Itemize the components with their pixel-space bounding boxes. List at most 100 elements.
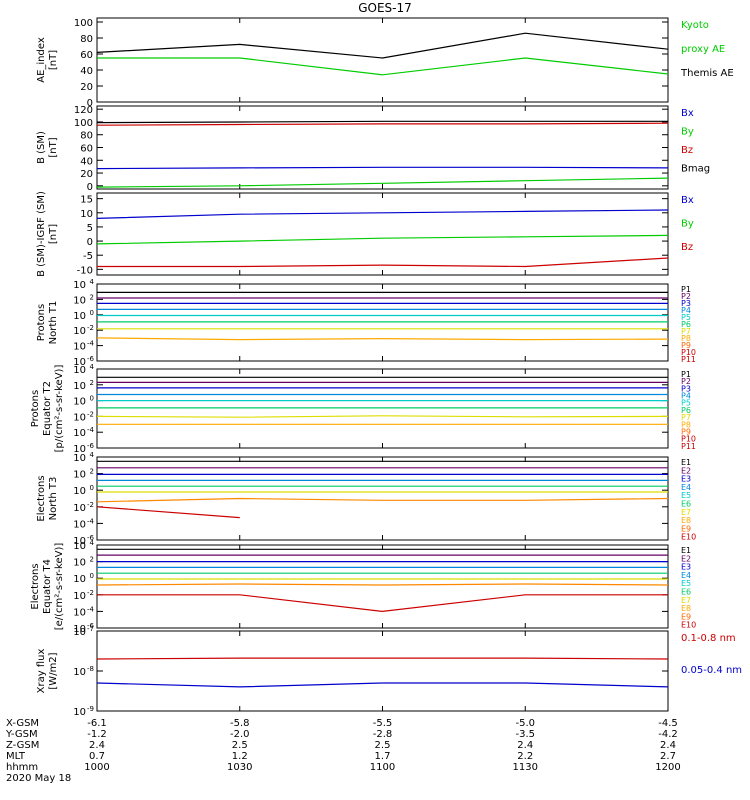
y-tick-exponent: 4 [90, 363, 95, 371]
series-line-e9 [97, 594, 668, 613]
y-axis-label: [e/(cm²-s-sr-keV)] [54, 543, 65, 631]
legend-entry: Bx [681, 108, 694, 119]
y-axis-label: North T1 [48, 301, 59, 345]
y-tick-exponent: -8 [87, 665, 94, 673]
y-tick-exponent: -2 [87, 410, 94, 418]
y-tick-label: 10 [73, 326, 86, 337]
y-tick-exponent: 2 [90, 468, 94, 476]
y-tick-exponent: -4 [87, 517, 95, 525]
y-tick-label: 10 [73, 667, 86, 678]
legend-entry: E10 [681, 621, 696, 630]
y-axis-label: [nT] [48, 50, 59, 70]
coord-value: -5.8 [230, 718, 250, 729]
y-tick-label: 0 [87, 98, 93, 109]
y-tick-exponent: -6 [87, 622, 95, 630]
y-tick-label: 15 [80, 195, 93, 206]
y-axis-label: B (SM)-IGRF (SM) [36, 191, 47, 277]
y-tick-exponent: 2 [90, 293, 94, 301]
legend-entry: By [681, 218, 694, 229]
y-tick-label: 80 [80, 131, 93, 142]
y-tick-label: 10 [73, 607, 86, 618]
y-tick-label: 10 [73, 536, 86, 547]
legend-entry: P10 [681, 348, 696, 357]
y-tick-label: 60 [80, 144, 93, 155]
y-tick-label: 10 [80, 209, 93, 220]
legend-entry: E1 [681, 546, 691, 555]
y-tick-exponent: 0 [90, 484, 94, 492]
y-tick-label: 10 [73, 470, 86, 481]
coord-value: 2.5 [232, 740, 248, 751]
plot-title: GOES-17 [358, 1, 412, 15]
y-tick-label: -10 [77, 265, 93, 276]
y-axis-label: Equator T2 [42, 381, 53, 436]
coord-value: 2.4 [660, 740, 676, 751]
y-tick-label: 0 [87, 237, 93, 248]
series-line-bmag [96, 120, 668, 124]
legend-entry: P2 [681, 292, 691, 301]
series-line-0-1-0-8-nm [96, 657, 669, 660]
y-tick-label: 0 [87, 182, 93, 193]
coord-value: -2.8 [373, 729, 393, 740]
legend-entry: P6 [681, 320, 691, 329]
y-tick-label: 10 [73, 453, 86, 464]
legend-entry: E8 [681, 604, 691, 613]
legend-entry: E7 [681, 596, 691, 605]
panel-frame [96, 105, 669, 190]
y-tick-exponent: -9 [87, 705, 94, 713]
series-line-0-05-0-4-nm [96, 682, 669, 688]
y-tick-exponent: -2 [87, 324, 94, 332]
coord-row-label: hhmm [6, 762, 38, 773]
y-tick-exponent: 0 [90, 395, 94, 403]
legend-entry: P11 [681, 355, 696, 364]
legend-entry: E1 [681, 458, 691, 467]
series-line-by [96, 177, 669, 188]
series-line-bz [96, 122, 669, 126]
series-line-kyoto-proxy-ae [97, 57, 669, 76]
y-tick-exponent: -4 [87, 340, 95, 348]
y-tick-exponent: 4 [90, 539, 95, 547]
legend-entry: E3 [681, 563, 691, 572]
y-tick-label: 5 [87, 223, 93, 234]
coord-value: 2.4 [517, 740, 533, 751]
y-tick-label: 10 [73, 591, 86, 602]
legend-entry: E8 [681, 516, 691, 525]
coord-value: -4.5 [658, 718, 678, 729]
coord-value: -3.5 [515, 729, 535, 740]
coord-value: 1100 [370, 762, 395, 773]
coord-value: -1.2 [87, 729, 107, 740]
y-axis-label: [nT] [48, 224, 59, 244]
y-axis-label: [p/(cm²-s-sr-keV)] [54, 365, 65, 453]
y-axis-label: [nT] [48, 137, 59, 157]
legend-entry: E7 [681, 508, 691, 517]
legend-entry: P9 [681, 427, 691, 436]
legend-entry: P8 [681, 420, 691, 429]
legend-entry: P5 [681, 399, 691, 408]
y-tick-label: 10 [73, 486, 86, 497]
coord-value: -5.0 [515, 718, 535, 729]
legend-entry: E3 [681, 475, 691, 484]
y-tick-label: 10 [73, 444, 86, 455]
coord-value: -4.2 [658, 729, 678, 740]
y-axis-label: Electrons [30, 563, 41, 609]
y-tick-label: 10 [73, 412, 86, 423]
coord-value: 2.7 [660, 751, 676, 762]
y-tick-exponent: 4 [90, 278, 95, 286]
y-tick-label: 10 [73, 428, 86, 439]
y-tick-exponent: -6 [87, 534, 95, 542]
y-tick-label: 10 [73, 295, 86, 306]
y-tick-exponent: 0 [90, 309, 94, 317]
y-tick-exponent: 4 [90, 451, 95, 459]
panel-3: -10 -5 0 5 10 15 B (SM)-IGRF (SM) [nT] Bx By Bz [36, 191, 694, 277]
y-tick-label: 10 [73, 503, 86, 514]
coord-value: 1.7 [375, 751, 391, 762]
y-tick-label: 80 [80, 34, 93, 45]
y-axis-label: Protons [30, 390, 41, 427]
legend-entry: E5 [681, 579, 691, 588]
y-tick-exponent: -4 [87, 605, 95, 613]
legend-entry: E6 [681, 500, 691, 509]
